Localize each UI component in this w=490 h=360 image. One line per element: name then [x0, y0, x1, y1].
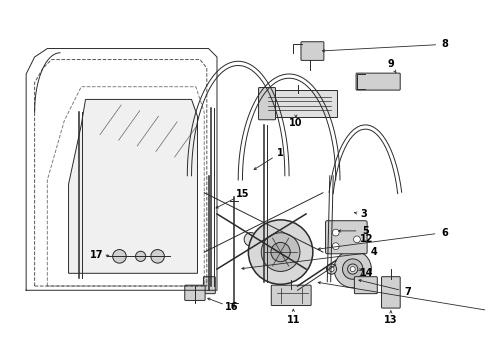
FancyBboxPatch shape [263, 90, 337, 117]
Polygon shape [69, 99, 197, 273]
Circle shape [347, 264, 358, 274]
Circle shape [332, 229, 339, 236]
Text: 8: 8 [441, 39, 448, 49]
FancyBboxPatch shape [354, 277, 377, 294]
Circle shape [334, 251, 371, 288]
Circle shape [350, 266, 355, 271]
Text: 16: 16 [224, 302, 238, 312]
Text: 15: 15 [236, 189, 249, 199]
Text: 6: 6 [441, 228, 448, 238]
Circle shape [261, 233, 300, 271]
Circle shape [332, 243, 339, 249]
FancyBboxPatch shape [382, 277, 400, 308]
Circle shape [326, 264, 337, 274]
Text: 11: 11 [287, 315, 300, 325]
FancyBboxPatch shape [356, 73, 400, 90]
Circle shape [136, 251, 146, 261]
Text: 7: 7 [404, 287, 411, 297]
FancyBboxPatch shape [325, 221, 367, 254]
Text: 4: 4 [370, 247, 377, 257]
Text: 12: 12 [360, 234, 374, 244]
Text: 3: 3 [360, 209, 367, 219]
Text: 10: 10 [289, 118, 303, 128]
Text: 1: 1 [277, 148, 284, 158]
FancyBboxPatch shape [271, 285, 311, 306]
Text: 5: 5 [362, 226, 369, 236]
Text: 14: 14 [360, 268, 374, 278]
Circle shape [113, 249, 126, 263]
FancyBboxPatch shape [259, 87, 275, 120]
Circle shape [151, 249, 165, 263]
Circle shape [244, 233, 258, 246]
Circle shape [329, 266, 334, 271]
Text: 17: 17 [90, 249, 103, 260]
Text: 9: 9 [388, 59, 394, 69]
Circle shape [271, 242, 290, 262]
Circle shape [343, 259, 363, 279]
Circle shape [354, 236, 360, 243]
FancyBboxPatch shape [301, 42, 324, 60]
Text: 13: 13 [384, 315, 397, 325]
FancyBboxPatch shape [185, 285, 205, 301]
Circle shape [265, 233, 279, 246]
FancyBboxPatch shape [203, 277, 215, 294]
Circle shape [248, 220, 313, 284]
